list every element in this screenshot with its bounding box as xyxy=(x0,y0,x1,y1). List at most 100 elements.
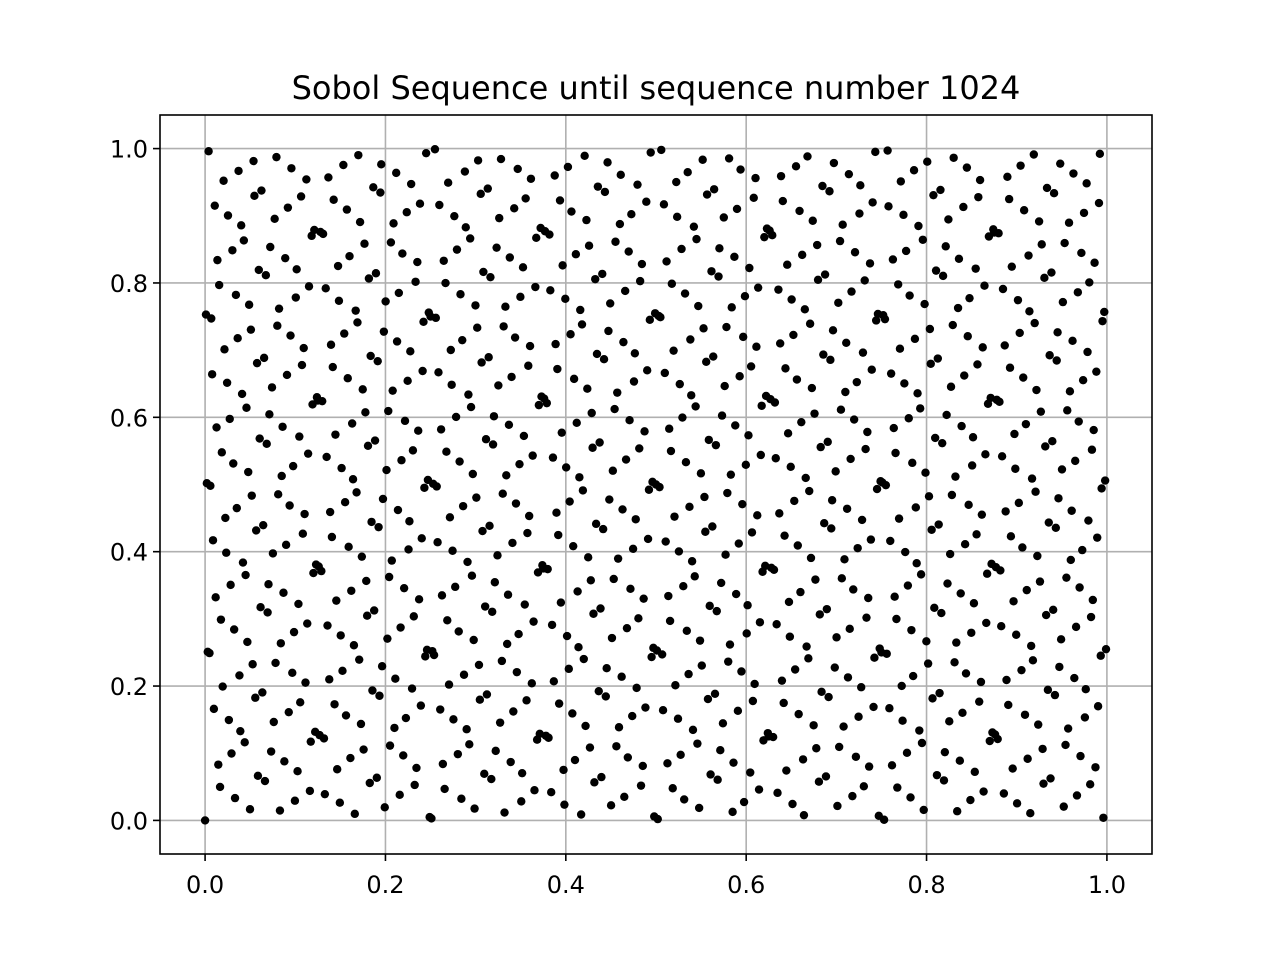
data-point xyxy=(664,591,673,601)
data-point xyxy=(605,495,614,504)
data-point xyxy=(797,250,807,260)
data-point xyxy=(770,398,780,407)
data-point xyxy=(320,789,330,799)
data-point xyxy=(731,421,740,430)
data-point xyxy=(808,216,817,225)
data-point xyxy=(833,801,842,811)
data-point xyxy=(600,187,610,197)
data-point xyxy=(973,360,982,369)
data-point xyxy=(672,212,682,222)
data-point xyxy=(330,700,339,709)
data-point xyxy=(288,668,297,677)
data-point xyxy=(628,544,638,553)
data-point xyxy=(601,692,610,701)
data-point xyxy=(346,753,355,763)
data-point xyxy=(402,208,411,217)
data-point xyxy=(396,623,405,632)
data-point xyxy=(613,388,622,397)
data-point xyxy=(709,352,718,361)
data-point xyxy=(944,215,953,224)
data-point xyxy=(783,429,793,438)
data-point xyxy=(663,759,672,768)
data-point xyxy=(279,588,288,597)
data-point xyxy=(341,711,351,720)
data-point xyxy=(1013,295,1023,305)
data-point xyxy=(716,746,725,755)
data-point xyxy=(819,350,828,359)
data-point xyxy=(725,640,735,649)
data-point xyxy=(583,384,592,393)
data-point xyxy=(845,624,854,634)
data-point xyxy=(804,654,813,663)
data-point xyxy=(428,646,437,656)
data-point xyxy=(288,461,298,471)
data-point xyxy=(385,741,395,750)
data-point xyxy=(554,699,564,708)
data-point xyxy=(609,574,618,584)
data-point xyxy=(304,282,314,291)
data-point xyxy=(244,300,254,309)
data-point xyxy=(677,244,686,254)
data-point xyxy=(268,549,278,558)
data-point xyxy=(1086,612,1096,622)
data-point xyxy=(407,684,417,693)
data-point xyxy=(391,674,400,683)
data-point xyxy=(631,515,640,524)
data-point xyxy=(1065,387,1075,396)
data-point xyxy=(406,347,415,356)
data-point xyxy=(505,253,515,262)
data-point xyxy=(836,405,846,414)
data-point xyxy=(355,655,364,664)
data-point xyxy=(305,786,315,796)
data-point xyxy=(590,778,599,787)
data-point xyxy=(202,478,212,488)
data-point xyxy=(945,549,955,559)
data-point xyxy=(857,683,866,692)
data-point xyxy=(976,677,986,687)
data-point xyxy=(592,349,602,359)
data-point xyxy=(1018,543,1027,552)
data-point xyxy=(861,444,870,454)
data-point xyxy=(321,284,330,293)
data-point xyxy=(465,234,475,243)
data-point xyxy=(448,546,457,555)
data-point xyxy=(842,504,852,513)
data-point xyxy=(1016,161,1025,170)
data-point xyxy=(473,156,483,165)
data-point xyxy=(1020,710,1030,719)
data-point xyxy=(337,463,346,473)
data-point xyxy=(258,688,267,697)
data-point xyxy=(452,245,462,254)
data-point xyxy=(409,612,419,621)
data-point xyxy=(952,807,962,816)
data-point xyxy=(520,600,529,609)
data-point xyxy=(298,529,308,538)
data-point xyxy=(447,380,456,389)
data-point xyxy=(325,507,335,517)
data-point xyxy=(219,176,228,185)
data-point xyxy=(753,283,763,292)
data-point xyxy=(966,795,975,805)
data-point xyxy=(691,402,700,411)
data-point xyxy=(322,452,331,462)
data-point xyxy=(719,213,729,222)
data-point xyxy=(1042,183,1052,193)
data-point xyxy=(489,412,499,421)
data-point xyxy=(229,459,238,468)
data-point xyxy=(576,810,586,819)
data-point xyxy=(282,370,292,380)
data-point xyxy=(1041,610,1051,620)
data-point xyxy=(756,450,765,460)
data-point xyxy=(589,609,598,618)
data-point xyxy=(962,163,972,172)
data-point xyxy=(355,217,365,227)
data-point xyxy=(593,182,603,191)
data-point xyxy=(517,768,527,778)
data-point xyxy=(1021,419,1031,429)
data-point xyxy=(825,187,834,196)
data-point xyxy=(392,168,401,178)
data-point xyxy=(687,557,697,566)
data-point xyxy=(490,578,500,587)
data-point xyxy=(812,240,822,250)
data-point xyxy=(853,543,862,553)
